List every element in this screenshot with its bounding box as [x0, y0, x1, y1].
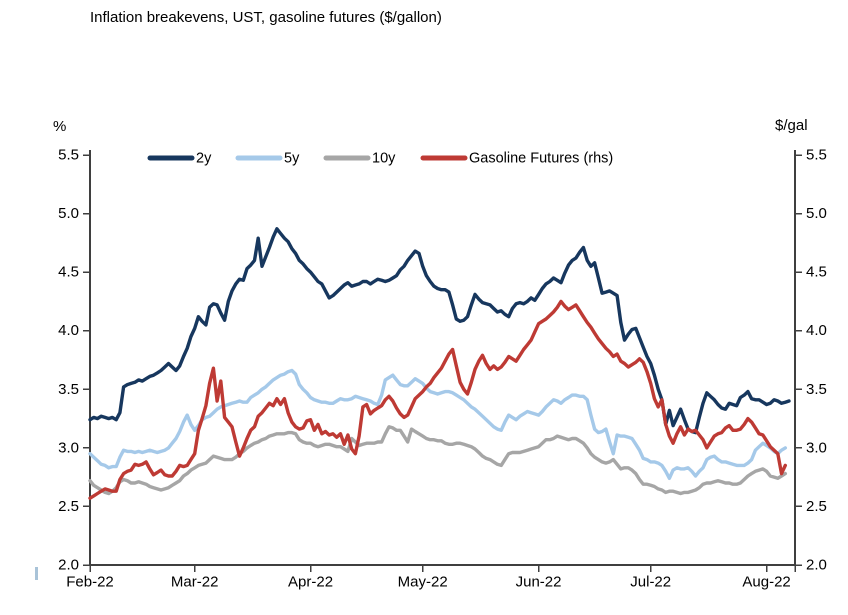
- y-axis-left-tick-label: 3.0: [58, 439, 79, 456]
- x-axis-tick-label: Jul-22: [630, 573, 671, 590]
- y-axis-right-tick-label: 2.0: [806, 557, 827, 574]
- series-line-5y: [88, 368, 787, 480]
- legend-label-2y: 2y: [196, 151, 212, 167]
- legend-label-5y: 5y: [284, 151, 300, 167]
- right-axis-unit-label: $/gal: [775, 117, 808, 134]
- y-axis-right-tick-label: 4.5: [806, 264, 827, 281]
- x-axis-tick-label: Aug-22: [742, 573, 790, 590]
- y-axis-left-tick-label: 5.5: [58, 147, 79, 164]
- y-axis-left-tick-label: 2.5: [58, 498, 79, 515]
- x-axis-tick-label: Feb-22: [66, 573, 114, 590]
- series-line-gasoline-futures-rhs-: [88, 299, 787, 500]
- x-axis-tick-label: Mar-22: [171, 573, 219, 590]
- y-axis-left-tick-label: 4.5: [58, 264, 79, 281]
- x-axis-tick-label: May-22: [398, 573, 448, 590]
- series-line-2y: [88, 227, 791, 435]
- y-axis-right-tick-label: 5.0: [806, 205, 827, 222]
- y-axis-left-tick-label: 3.5: [58, 381, 79, 398]
- y-axis-right-tick-label: 2.5: [806, 498, 827, 515]
- x-axis-tick-label: Apr-22: [288, 573, 333, 590]
- legend-label-Gasoline: Gasoline Futures (rhs): [469, 151, 613, 167]
- x-axis-tick-label: Jun-22: [516, 573, 562, 590]
- chart-title: Inflation breakevens, UST, gasoline futu…: [90, 9, 442, 26]
- y-axis-right-tick-label: 5.5: [806, 147, 827, 164]
- legend-label-10y: 10y: [372, 151, 396, 167]
- stray-cursor-artifact: [35, 567, 38, 580]
- y-axis-left-tick-label: 5.0: [58, 205, 79, 222]
- y-axis-left-tick-label: 2.0: [58, 557, 79, 574]
- y-axis-right-tick-label: 3.0: [806, 439, 827, 456]
- y-axis-right-tick-label: 4.0: [806, 322, 827, 339]
- y-axis-right-tick-label: 3.5: [806, 381, 827, 398]
- series-line-10y: [88, 425, 787, 496]
- y-axis-left-tick-label: 4.0: [58, 322, 79, 339]
- left-axis-unit-label: %: [53, 118, 67, 135]
